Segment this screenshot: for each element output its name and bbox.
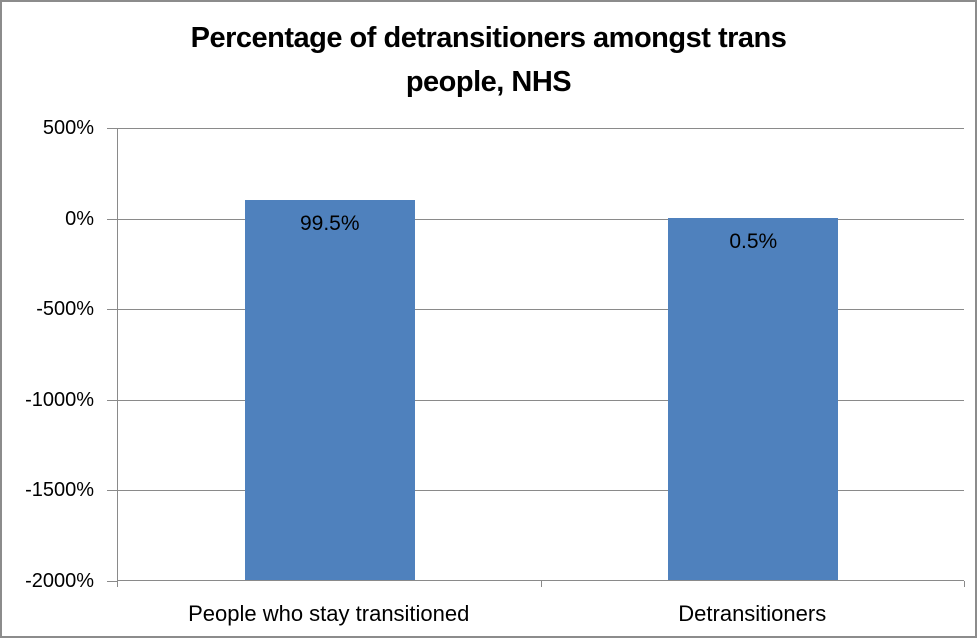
y-axis-tick-label: -2000% — [25, 570, 94, 592]
plot-area: 99.5% 0.5% — [117, 128, 964, 581]
x-axis-tick — [964, 581, 965, 587]
y-axis-tick — [107, 490, 117, 492]
x-axis-tick — [540, 581, 542, 587]
bar — [668, 217, 839, 580]
y-axis-tick — [107, 128, 117, 129]
y-axis-tick — [107, 399, 117, 401]
chart-title-line-1: Percentage of detransitioners amongst tr… — [190, 22, 787, 54]
y-axis-tick-label: 500% — [42, 117, 94, 139]
chart-title: Percentage of detransitioners amongst tr… — [2, 16, 975, 104]
gridline — [118, 309, 964, 311]
y-axis-tick-label: -1500% — [25, 479, 94, 502]
y-axis-tick-label: -1000% — [25, 388, 94, 411]
y-axis-tick — [107, 218, 117, 220]
y-axis-tick — [107, 581, 117, 582]
x-axis-category-label: People who stay transitioned — [188, 601, 470, 626]
chart-title-line-2: people, NHS — [405, 66, 572, 98]
y-axis-tick — [107, 309, 117, 311]
gridline — [118, 399, 964, 401]
bar-data-label: 99.5% — [299, 211, 360, 235]
gridline — [118, 490, 964, 492]
gridline — [118, 128, 964, 129]
y-axis-tick-label: -500% — [36, 298, 94, 321]
bar — [244, 199, 415, 580]
x-axis-tick — [117, 581, 118, 587]
bar-data-label: 0.5% — [729, 229, 778, 253]
gridline — [118, 218, 964, 220]
x-axis-category-label: Detransitioners — [678, 601, 827, 626]
y-axis-tick-label: 0% — [65, 207, 94, 230]
